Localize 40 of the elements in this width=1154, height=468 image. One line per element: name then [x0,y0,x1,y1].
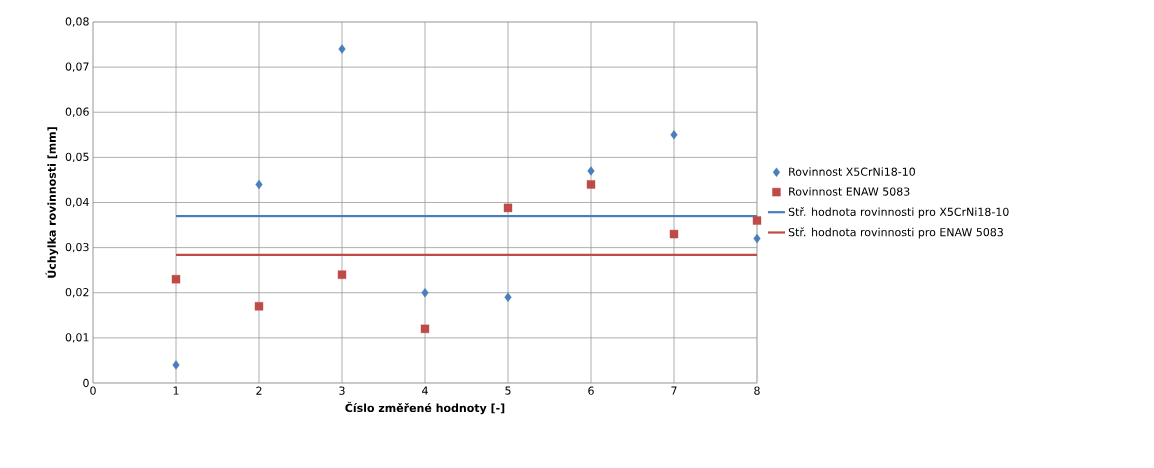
point [753,233,761,244]
point [587,166,595,176]
y-tick-label: 0,04 [65,197,89,208]
y-tick-label: 0,06 [65,107,89,117]
point [669,229,679,239]
y-tick-label: 0,07 [65,62,89,72]
point [670,130,678,140]
y-tick-label: 0,03 [65,242,89,253]
point [420,324,430,334]
legend-label: Stř. hodnota rovinnosti pro X5CrNi18-10 [788,207,1009,219]
point [337,270,347,279]
y-tick-label: 0,05 [65,152,89,163]
point [503,203,513,213]
point [421,288,429,298]
point [254,302,264,311]
x-tick-label: 0 [90,386,96,395]
x-tick-label: 3 [339,386,345,395]
point [171,275,181,284]
point [255,179,263,190]
y-tick-label: 0,08 [65,17,89,27]
y-tick-label: 0,01 [65,333,89,343]
x-tick-label: 7 [671,386,677,395]
x-tick-label: 6 [588,386,594,395]
x-tick-label: 2 [256,386,262,395]
legend-label: Stř. hodnota rovinnosti pro ENAW 5083 [788,227,1003,239]
x-tick-label: 1 [173,386,179,395]
y-axis-title: Úchylka rovinnosti [mm] [45,127,59,278]
y-tick-label: 0 [83,378,89,388]
x-tick-label: 8 [754,386,760,395]
x-tick-label: 5 [505,386,511,395]
x-axis-title: Číslo změřené hodnoty [-] [345,401,505,415]
point [586,180,596,189]
point [504,292,512,302]
x-tick-label: 4 [422,386,428,395]
legend-label: Rovinnost ENAW 5083 [789,187,910,196]
point [172,360,180,370]
point [752,216,762,225]
point [338,44,346,54]
legend-label: Rovinnost X5CrNi18-10 [789,167,915,176]
y-tick-label: 0,02 [65,288,89,298]
